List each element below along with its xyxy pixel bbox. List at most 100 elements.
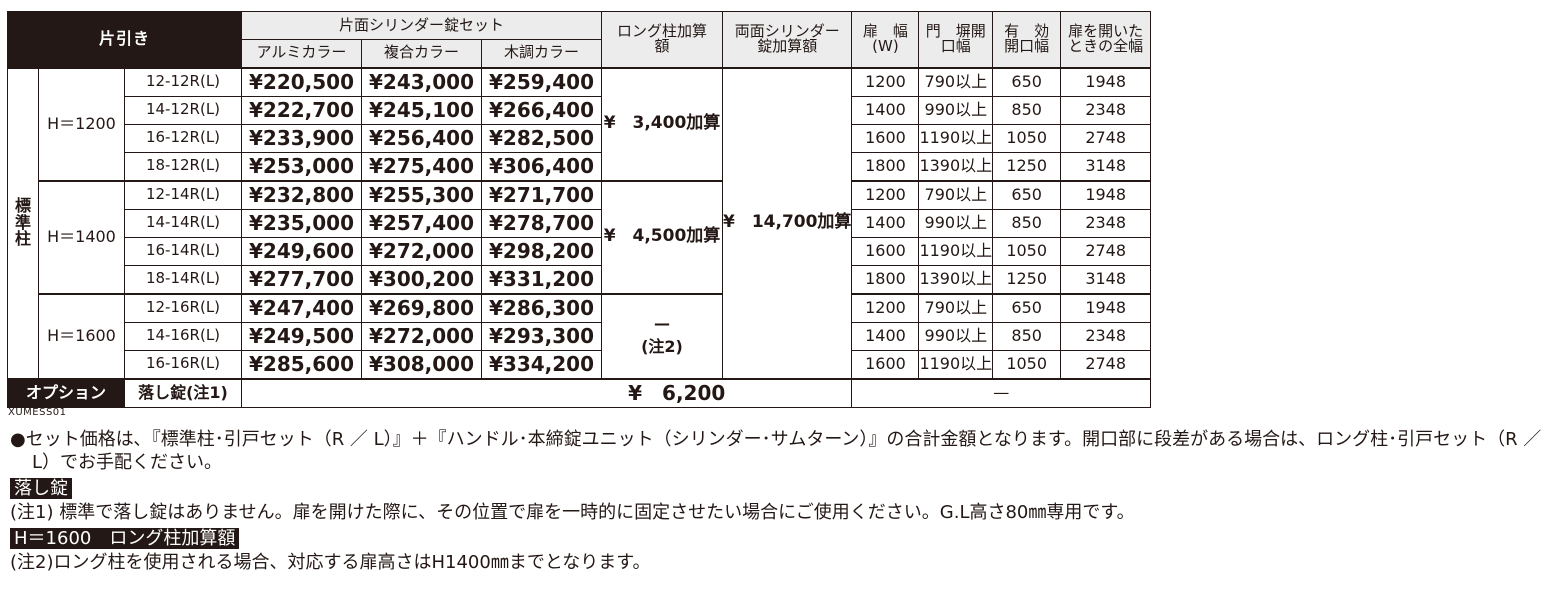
- full-width: 2348: [1060, 208, 1152, 238]
- option-drop-lock: 落し錠(注1): [124, 377, 242, 408]
- option-spec-na: —: [851, 377, 1152, 408]
- height-label: H＝1400: [38, 179, 125, 294]
- effective-opening-header: 有 効開口幅: [992, 11, 1062, 68]
- price-wood: ¥266,400: [481, 95, 602, 125]
- gate-opening: 990以上: [918, 321, 994, 351]
- full-width: 1948: [1060, 66, 1152, 97]
- gate-opening: 1190以上: [918, 349, 994, 379]
- long-post-addon: ¥ 4,500加算: [601, 179, 723, 294]
- price-composite: ¥269,800: [361, 292, 482, 323]
- price-wood: ¥298,200: [481, 236, 602, 266]
- door-width: 1400: [851, 321, 920, 351]
- door-width: 1400: [851, 95, 920, 125]
- price-composite: ¥256,400: [361, 123, 482, 153]
- long-post-addon: ¥ 3,400加算: [601, 66, 723, 181]
- effective-opening: 850: [992, 321, 1062, 351]
- price-wood: ¥278,700: [481, 208, 602, 238]
- price-aluminum: ¥277,700: [241, 264, 362, 294]
- price-composite: ¥275,400: [361, 151, 482, 181]
- effective-opening: 650: [992, 179, 1062, 210]
- catalog-code: XUMESS01: [8, 407, 67, 418]
- full-width: 1948: [1060, 292, 1152, 323]
- model-code: 14-12R(L): [124, 95, 242, 125]
- price-composite: ¥243,000: [361, 66, 482, 97]
- full-width: 2348: [1060, 95, 1152, 125]
- standard-post-label: 標準柱: [7, 66, 39, 379]
- price-composite: ¥272,000: [361, 236, 482, 266]
- full-width: 2748: [1060, 123, 1152, 153]
- gate-opening: 790以上: [918, 292, 994, 323]
- price-wood: ¥306,400: [481, 151, 602, 181]
- double-cylinder-header: 両面シリンダー錠加算額: [721, 11, 853, 68]
- title-cell: 片引き: [7, 11, 242, 68]
- model-code: 16-16R(L): [124, 349, 242, 379]
- drop-lock-tag: 落し錠: [10, 477, 72, 500]
- price-aluminum: ¥249,600: [241, 236, 362, 266]
- price-wood: ¥331,200: [481, 264, 602, 294]
- option-price: ¥ 6,200: [240, 377, 853, 408]
- effective-opening: 850: [992, 208, 1062, 238]
- note-2-ref: (注2): [641, 337, 683, 356]
- notes-section: ●セット価格は､『標準柱･引戸セット（R ／ L）』＋『ハンドル･本締錠ユニット…: [10, 428, 1550, 574]
- effective-opening: 850: [992, 95, 1062, 125]
- price-composite: ¥300,200: [361, 264, 482, 294]
- effective-opening: 1050: [992, 236, 1062, 266]
- price-wood: ¥286,300: [481, 292, 602, 323]
- door-width-header: 扉 幅(W): [851, 11, 920, 68]
- price-composite: ¥257,400: [361, 208, 482, 238]
- price-aluminum: ¥235,000: [241, 208, 362, 238]
- price-aluminum: ¥285,600: [241, 349, 362, 379]
- gate-opening: 1190以上: [918, 236, 994, 266]
- effective-opening: 1050: [992, 123, 1062, 153]
- long-post-addon-na: — (注2): [601, 292, 723, 379]
- gate-opening: 1390以上: [918, 151, 994, 181]
- effective-opening: 1050: [992, 349, 1062, 379]
- effective-opening: 1250: [992, 151, 1062, 181]
- model-code: 12-12R(L): [124, 66, 242, 97]
- door-width: 1400: [851, 208, 920, 238]
- model-code: 14-16R(L): [124, 321, 242, 351]
- model-code: 18-12R(L): [124, 151, 242, 181]
- door-width: 1200: [851, 66, 920, 97]
- note-2: (注2)ロング柱を使用される場合、対応する扉高さはH1400㎜までとなります。: [10, 551, 651, 573]
- price-aluminum: ¥247,400: [241, 292, 362, 323]
- double-cylinder-addon: ¥ 14,700加算: [721, 66, 853, 379]
- full-width: 2748: [1060, 236, 1152, 266]
- price-composite: ¥245,100: [361, 95, 482, 125]
- price-wood: ¥271,700: [481, 179, 602, 210]
- model-code: 14-14R(L): [124, 208, 242, 238]
- model-code: 12-14R(L): [124, 179, 242, 210]
- full-width: 3148: [1060, 151, 1152, 181]
- door-width: 1600: [851, 236, 920, 266]
- price-aluminum: ¥232,800: [241, 179, 362, 210]
- model-code: 16-14R(L): [124, 236, 242, 266]
- price-wood: ¥334,200: [481, 349, 602, 379]
- aluminum-color-header: アルミカラー: [241, 39, 362, 68]
- na-dash: —: [654, 314, 670, 334]
- long-post-tag: H＝1600 ロング柱加算額: [10, 527, 240, 550]
- price-wood: ¥259,400: [481, 66, 602, 97]
- note-1: (注1) 標準で落し錠はありません。扉を開けた際に、その位置で扉を一時的に固定さ…: [10, 502, 1135, 524]
- model-code: 18-14R(L): [124, 264, 242, 294]
- gate-opening: 990以上: [918, 95, 994, 125]
- gate-opening-header: 門 塀開口幅: [918, 11, 994, 68]
- set-price-note: ●セット価格は､『標準柱･引戸セット（R ／ L）』＋『ハンドル･本締錠ユニット…: [10, 429, 1542, 474]
- gate-opening: 1190以上: [918, 123, 994, 153]
- wood-color-header: 木調カラー: [481, 39, 602, 68]
- effective-opening: 650: [992, 292, 1062, 323]
- price-wood: ¥293,300: [481, 321, 602, 351]
- full-width: 1948: [1060, 179, 1152, 210]
- price-composite: ¥255,300: [361, 179, 482, 210]
- price-aluminum: ¥222,700: [241, 95, 362, 125]
- full-width: 2748: [1060, 349, 1152, 379]
- height-label: H＝1200: [38, 66, 125, 181]
- effective-opening: 650: [992, 66, 1062, 97]
- single-cylinder-header: 片面シリンダー錠セット: [241, 11, 602, 40]
- door-width: 1800: [851, 264, 920, 294]
- effective-opening: 1250: [992, 264, 1062, 294]
- full-width-header: 扉を開いたときの全幅: [1060, 11, 1152, 68]
- price-aluminum: ¥220,500: [241, 66, 362, 97]
- gate-opening: 1390以上: [918, 264, 994, 294]
- price-composite: ¥272,000: [361, 321, 482, 351]
- height-label: H＝1600: [38, 292, 125, 379]
